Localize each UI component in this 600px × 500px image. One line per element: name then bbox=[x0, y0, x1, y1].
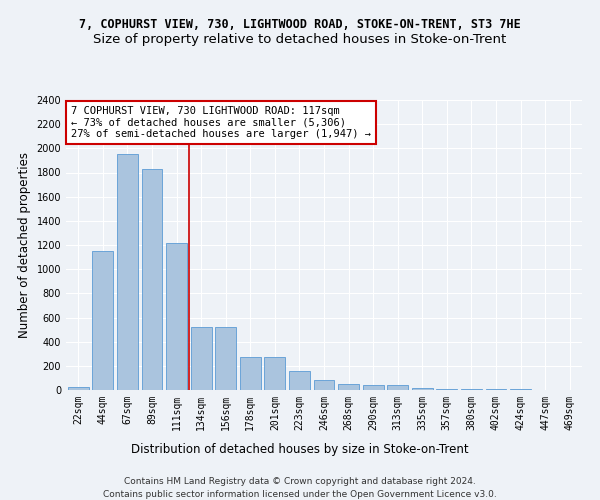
Bar bbox=[68, 387, 89, 390]
Bar bbox=[362, 385, 383, 390]
Bar bbox=[485, 389, 506, 390]
Bar bbox=[191, 327, 212, 390]
Text: Distribution of detached houses by size in Stoke-on-Trent: Distribution of detached houses by size … bbox=[131, 442, 469, 456]
Bar bbox=[338, 384, 359, 390]
Text: Contains HM Land Registry data © Crown copyright and database right 2024.: Contains HM Land Registry data © Crown c… bbox=[124, 478, 476, 486]
Bar bbox=[436, 388, 457, 390]
Bar bbox=[166, 242, 187, 390]
Bar bbox=[92, 251, 113, 390]
Bar bbox=[461, 389, 482, 390]
Bar bbox=[289, 372, 310, 390]
Bar bbox=[215, 327, 236, 390]
Bar bbox=[240, 357, 261, 390]
Bar bbox=[142, 169, 163, 390]
Bar bbox=[314, 380, 334, 390]
Y-axis label: Number of detached properties: Number of detached properties bbox=[18, 152, 31, 338]
Bar bbox=[387, 386, 408, 390]
Bar bbox=[117, 154, 138, 390]
Text: Contains public sector information licensed under the Open Government Licence v3: Contains public sector information licen… bbox=[103, 490, 497, 499]
Text: 7, COPHURST VIEW, 730, LIGHTWOOD ROAD, STOKE-ON-TRENT, ST3 7HE: 7, COPHURST VIEW, 730, LIGHTWOOD ROAD, S… bbox=[79, 18, 521, 30]
Text: Size of property relative to detached houses in Stoke-on-Trent: Size of property relative to detached ho… bbox=[94, 32, 506, 46]
Bar bbox=[412, 388, 433, 390]
Text: 7 COPHURST VIEW, 730 LIGHTWOOD ROAD: 117sqm
← 73% of detached houses are smaller: 7 COPHURST VIEW, 730 LIGHTWOOD ROAD: 117… bbox=[71, 106, 371, 139]
Bar bbox=[265, 358, 286, 390]
